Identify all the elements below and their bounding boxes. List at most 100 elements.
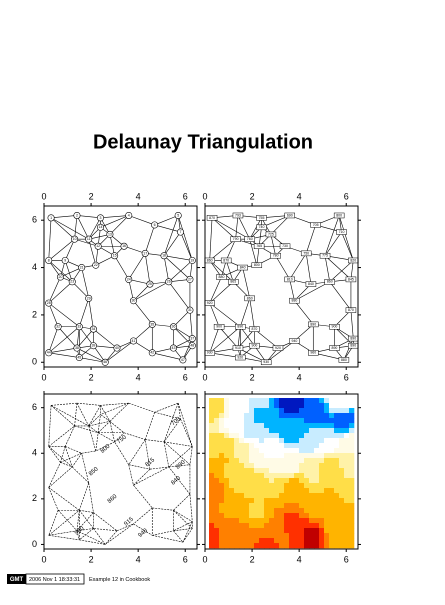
mesh-edge <box>88 425 97 452</box>
mesh-edge <box>74 215 78 240</box>
image-cell <box>269 403 275 409</box>
image-cell <box>334 408 340 414</box>
image-cell <box>349 538 355 544</box>
mesh-edge <box>88 405 101 427</box>
image-cell <box>284 448 290 454</box>
image-cell <box>319 433 325 439</box>
point <box>141 249 149 257</box>
point <box>289 297 300 304</box>
image-cell <box>289 518 295 524</box>
image-cell <box>349 513 355 519</box>
mesh-edge <box>72 466 89 484</box>
image-cell <box>339 423 345 429</box>
image-cell <box>349 478 355 484</box>
point <box>279 243 291 249</box>
image-cell <box>209 538 215 544</box>
image-cell <box>214 478 220 484</box>
image-cell <box>349 528 355 534</box>
contour-label: 840 <box>170 475 182 486</box>
image-cell <box>244 433 250 439</box>
image-cell <box>239 438 245 444</box>
image-cell <box>344 403 350 409</box>
image-cell <box>239 408 245 414</box>
image-cell <box>334 453 340 459</box>
image-cell <box>324 413 330 419</box>
point <box>213 324 225 330</box>
image-cell <box>209 528 215 534</box>
point-value: 793 <box>235 213 241 217</box>
image-cell <box>304 463 310 469</box>
point <box>169 344 177 352</box>
image-cell <box>244 473 250 479</box>
image-cell <box>224 413 230 419</box>
image-cell <box>284 523 290 529</box>
image-cell <box>229 483 235 489</box>
image-cell <box>274 523 280 529</box>
image-cell <box>299 538 305 544</box>
image-cell <box>274 533 280 539</box>
mesh-edge <box>168 466 191 495</box>
image-cell <box>249 468 255 474</box>
image-cell <box>304 438 310 444</box>
image-cell <box>264 433 270 439</box>
point <box>111 252 119 260</box>
mesh-edge <box>173 338 193 349</box>
image-cell <box>259 438 265 444</box>
image-cell <box>314 433 320 439</box>
mesh-edge <box>76 402 101 406</box>
image-cell <box>309 533 315 539</box>
image-cell <box>314 493 320 499</box>
x-tick-label: 0 <box>41 554 46 564</box>
point-label: 10 <box>73 237 77 241</box>
image-cell <box>319 498 325 504</box>
image-cell <box>314 523 320 529</box>
image-cell <box>314 528 320 534</box>
image-cell <box>214 398 220 404</box>
image-cell <box>244 528 250 534</box>
mesh-edge <box>154 402 179 413</box>
mesh-edge <box>128 253 146 280</box>
point <box>216 274 227 280</box>
image-cell <box>239 508 245 514</box>
image-cell <box>309 433 315 439</box>
image-cell <box>294 418 300 424</box>
image-cell <box>304 443 310 449</box>
point-label: 34 <box>91 327 95 331</box>
point <box>165 278 173 286</box>
point-value: 845 <box>348 277 354 281</box>
mesh-edge <box>180 418 193 447</box>
image-cell <box>264 498 270 504</box>
image-cell <box>224 408 230 414</box>
image-cell <box>319 443 325 449</box>
image-cell <box>289 498 295 504</box>
image-cell <box>289 458 295 464</box>
image-cell <box>339 508 345 514</box>
image-cell <box>264 398 270 404</box>
image-cell <box>219 518 225 524</box>
image-cell <box>344 533 350 539</box>
mesh-edge <box>76 530 80 540</box>
image-cell <box>344 468 350 474</box>
point-label: 8 <box>48 258 50 262</box>
image-cell <box>324 408 330 414</box>
image-cell <box>249 518 255 524</box>
image-cell <box>309 538 315 544</box>
point <box>89 325 97 333</box>
mesh-edge <box>338 215 354 261</box>
point-value: 890 <box>350 344 356 348</box>
point <box>129 337 137 345</box>
point-label: 5 <box>177 213 179 217</box>
mesh-edge <box>50 217 75 240</box>
mesh-edge <box>50 405 75 427</box>
panel: 0 2 4 6 <box>202 391 361 564</box>
image-cell <box>244 443 250 449</box>
image-cell <box>229 508 235 514</box>
image-cell <box>289 413 295 419</box>
point <box>345 307 357 313</box>
image-cell <box>314 448 320 454</box>
mesh-edge <box>51 215 77 219</box>
image-cell <box>329 543 335 549</box>
image-cell <box>294 483 300 489</box>
image-cell <box>214 528 220 534</box>
